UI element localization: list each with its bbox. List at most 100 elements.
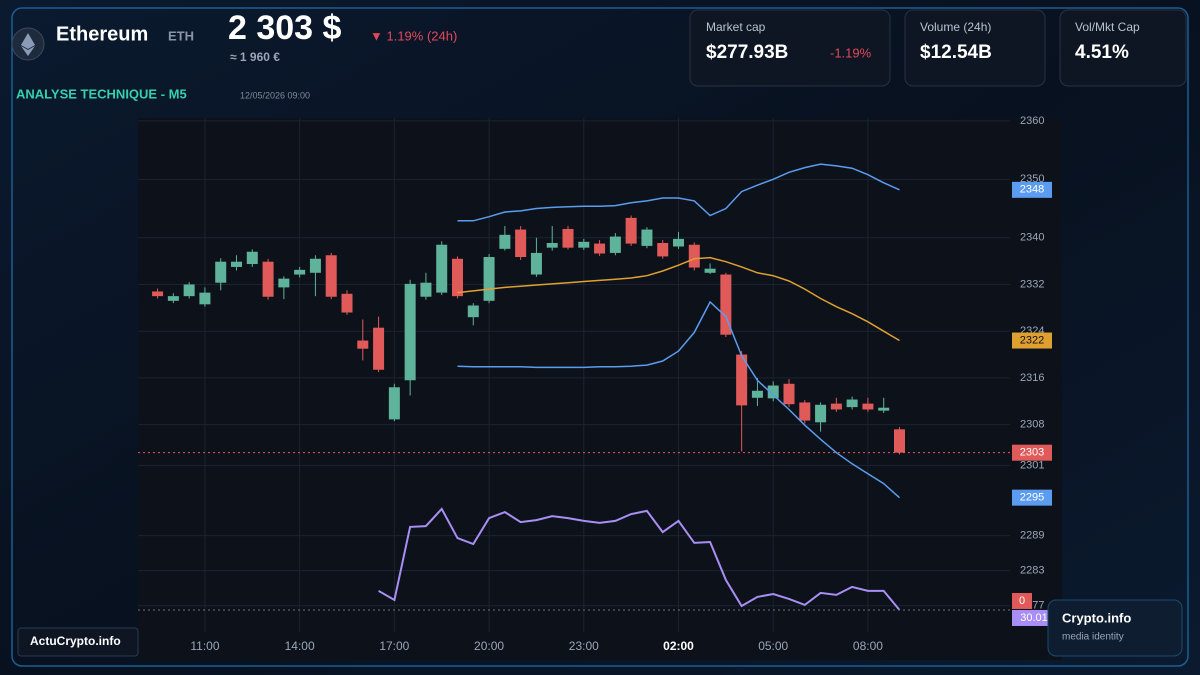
card [1059,9,1187,87]
candle-body [862,403,874,410]
card-value: 4.51% [1075,42,1129,63]
candle-body [688,244,700,268]
card-label: Volume (24h) [920,20,991,34]
coin-symbol: ETH [168,28,194,43]
header: Ethereum ETH 2 303 $ ▼ 1.19% (24h) ≈ 1 9… [11,9,457,101]
candle-body [625,217,637,244]
candle-body [467,305,479,318]
candle-body [799,402,811,421]
candle-body [436,244,448,293]
y-tick-label: 2316 [1020,372,1044,384]
section-title: ANALYSE TECHNIQUE - M5 [16,86,187,101]
series-badge-label: 2322 [1020,334,1044,346]
candle-body [499,234,511,249]
indicator-line [457,300,900,499]
card [689,9,891,87]
indicator-line [457,163,900,222]
candle-body [751,390,763,398]
series-badge [1012,489,1052,506]
candle-body [388,387,400,420]
card [904,9,1046,87]
indicator-line [378,507,901,611]
y-tick-label: 2360 [1020,115,1044,127]
candle-body [783,383,795,405]
x-tick-label: 11:00 [190,639,219,653]
y-tick-label: 2289 [1020,530,1044,542]
x-tick-label: 17:00 [379,639,409,653]
candle-body [373,327,385,370]
y-tick-label: 2308 [1020,419,1044,431]
cards: Market cap $277.93B -1.19% Volume (24h) … [689,9,1187,87]
candle-body [594,243,606,254]
candle-body [657,242,669,257]
card-value: $12.54B [920,42,992,63]
candle-body [846,399,858,408]
candle-body [404,283,416,381]
footer: ActuCrypto.info Crypto.info media identi… [17,599,1183,657]
price: 2 303 $ [228,9,342,47]
y-tick-label: 2332 [1020,278,1044,290]
indicator-badge-label: 0 [1019,595,1025,607]
candle-body [704,268,716,273]
plot-area [138,118,1062,632]
candle-body [830,403,842,410]
candle-body [199,292,211,305]
candle-body [815,404,827,423]
candle-body [357,340,369,349]
brand-box [17,627,139,657]
candle-body [894,429,906,453]
series-badge-label: 2348 [1020,184,1044,196]
series-badge [1012,332,1052,349]
candle-body [720,274,732,335]
candle-body [767,385,779,399]
card-label: Market cap [706,20,766,34]
candle-body [262,261,274,297]
candle-body [309,258,321,273]
tagline: media identity [1062,632,1124,643]
x-tick-label: 05:00 [758,639,788,653]
brand: ActuCrypto.info [30,634,121,648]
series-badge [1012,181,1052,198]
candle-body [483,257,495,301]
candle-body [183,284,195,297]
x-tick-label: 08:00 [853,639,883,653]
series-badge-label: 30.01 [1020,612,1048,624]
coin-name: Ethereum [56,23,148,45]
candle-body [420,282,432,297]
indicator-line [457,256,900,342]
candle-body [673,238,685,247]
card-value: $277.93B [706,42,788,63]
x-tick-label: 20:00 [474,639,504,653]
candle-body [246,251,258,265]
x-axis-area [138,632,1062,660]
candle-body [641,229,653,246]
watermark-box [1047,599,1183,657]
price-badge [1012,444,1052,461]
candle-body [546,242,558,248]
candle-body [325,255,337,297]
chart: 11:00 14:00 17:00 20:00 23:00 02:00 05:00 08:00… [138,115,1056,653]
price-change: ▼ 1.19% (24h) [370,28,457,43]
candle-body [231,261,243,267]
candle-body [878,407,890,411]
candle-body [167,296,179,301]
datetime: 12/05/2026 09:00 [240,90,310,100]
card-change: -1.19% [830,45,872,60]
card-label: Vol/Mkt Cap [1075,20,1140,34]
y-tick-label: 2283 [1020,565,1044,577]
indicator-badge [1012,592,1032,609]
price-eur: ≈ 1 960 € [230,50,280,64]
price-badge-label: 2303 [1020,447,1044,459]
candle-body [341,293,353,313]
candle-body [152,291,164,297]
x-tick-label: 23:00 [569,639,599,653]
candle-body [294,269,306,275]
y-tick-label: 2301 [1020,459,1044,471]
candle-body [278,278,290,288]
candle-body [452,258,464,297]
candle-body [515,229,527,258]
candle-body [578,241,590,248]
candle-body [609,236,621,253]
series-badge-label: 2295 [1020,492,1044,504]
